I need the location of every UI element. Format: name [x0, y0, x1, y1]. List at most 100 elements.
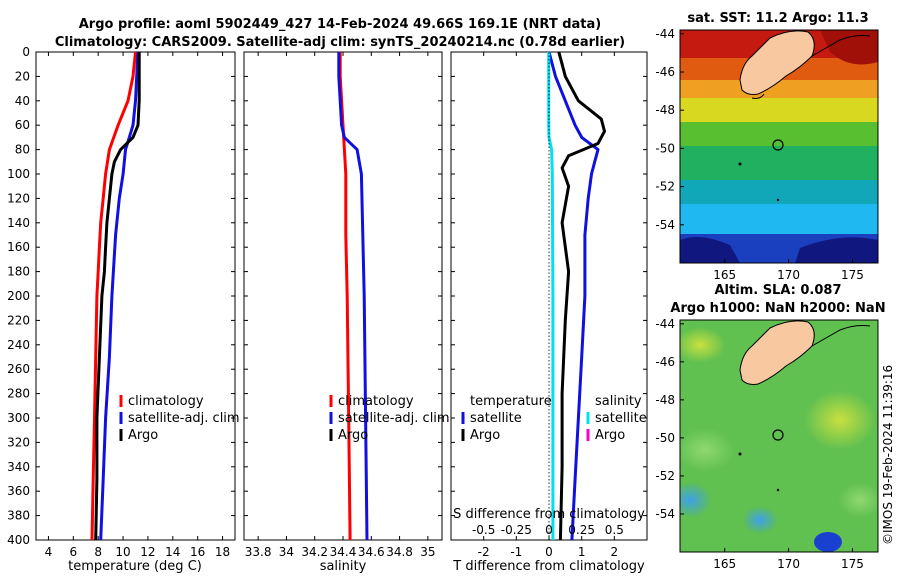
legend-s-satellite: satellite: [595, 411, 647, 426]
imos-timestamp: ©IMOS 19-Feb-2024 11:39:16: [881, 365, 895, 545]
legend-argo: Argo: [128, 428, 158, 443]
sst-band-yellow: [680, 98, 878, 122]
legend-argo: Argo: [338, 428, 368, 443]
sst-map: [680, 30, 878, 263]
sla-cool-patch: [742, 506, 778, 534]
profile-lines: [90, 51, 606, 541]
x-tick-labels: 4 6 8 10 12 14 16 18 33.8 34 34.2 34.4 34.6 34.8 35 -2-…: [45, 545, 619, 559]
title-line1: Argo profile: aoml 5902449_427 14-Feb-20…: [79, 17, 601, 32]
salinity-xlabel: salinity: [320, 559, 367, 574]
coastline: [811, 325, 871, 347]
depth-tick-label: 20: [15, 69, 30, 83]
depth-tick-label: 200: [7, 289, 30, 303]
coastline: [751, 93, 765, 99]
sst-deep-blue-patch: [795, 237, 878, 263]
salinity-legend: climatology satellite-adj. clim Argo: [329, 394, 450, 443]
s-diff-tick-label: 0.25: [568, 523, 595, 537]
s-diff-tick-label: 0: [545, 523, 553, 537]
sla-warm-patch: [680, 327, 726, 363]
x-tick-label: 4: [45, 545, 53, 559]
difference-top-label: S difference from climatology: [453, 507, 645, 522]
depth-tick-label: 0: [22, 45, 30, 59]
map-ytick-label: -52: [655, 469, 675, 483]
sst-red-patch: [820, 30, 878, 65]
map-xtick-label: 175: [841, 557, 864, 571]
sst-band-lime: [680, 122, 878, 146]
sla-map: [680, 320, 878, 552]
x-tick-label: 34.6: [358, 545, 385, 559]
legend-salinity-title: salinity: [595, 394, 642, 409]
x-tick-label: 34.4: [330, 545, 357, 559]
series-line-argo: [94, 52, 141, 541]
sla-cool-patch: [680, 482, 712, 518]
sla-map-ticks: 165 170 175 -44 -46 -48 -50 -52 -54: [655, 317, 864, 571]
depth-tick-label: 60: [15, 118, 30, 132]
legend-satellite: satellite-adj. clim: [338, 411, 450, 426]
depth-tick-label: 40: [15, 94, 30, 108]
s-diff-tick-label: 0.5: [605, 523, 624, 537]
argo-float-marker: [772, 139, 784, 151]
sst-map-frame: [679, 29, 879, 264]
axis-ticks: [36, 51, 647, 541]
sst-band-green: [680, 146, 878, 180]
s-diff-tick-label: -0.5: [472, 523, 495, 537]
temperature-axes: [35, 51, 236, 541]
sla-warm-patch: [804, 390, 876, 450]
map-ytick-label: -46: [655, 65, 675, 79]
x-tick-label: 33.8: [245, 545, 272, 559]
x-tick-label: 6: [69, 545, 77, 559]
difference-xlabel: T difference from climatology: [452, 559, 645, 574]
x-tick-label: 34: [279, 545, 294, 559]
depth-tick-labels: 0 20 40 60 80 100 120 140 160 180 200 220 240 260 280 3…: [7, 45, 30, 547]
s-diff-tick-label: -0.25: [501, 523, 532, 537]
depth-tick-label: 320: [7, 435, 30, 449]
depth-tick-label: 380: [7, 509, 30, 523]
x-tick-label: -1: [510, 545, 522, 559]
depth-tick-label: 240: [7, 338, 30, 352]
sst-map-title: sat. SST: 11.2 Argo: 11.3: [687, 11, 868, 26]
depth-tick-label: 360: [7, 484, 30, 498]
map-ytick-label: -46: [655, 355, 675, 369]
island: [776, 198, 780, 202]
island: [738, 162, 742, 166]
map-xtick-label: 175: [841, 268, 864, 282]
x-tick-label: 16: [190, 545, 205, 559]
depth-tick-label: 280: [7, 387, 30, 401]
depth-tick-label: 80: [15, 143, 30, 157]
x-tick-label: 34.2: [301, 545, 328, 559]
x-tick-label: 35: [420, 545, 435, 559]
legend-s-argo: Argo: [595, 428, 625, 443]
sst-band-amber: [680, 80, 878, 98]
island: [738, 452, 742, 456]
sla-map-title-2: Argo h1000: NaN h2000: NaN: [670, 301, 885, 316]
series-line-t-argo: [557, 51, 606, 541]
map-xtick-label: 165: [713, 268, 736, 282]
argo-float-marker: [772, 429, 784, 441]
map-ytick-label: -44: [655, 27, 675, 41]
island: [776, 488, 780, 492]
s-difference-ticks: -0.5 -0.25 0 0.25 0.5: [472, 523, 624, 537]
x-tick-label: 2: [611, 545, 619, 559]
depth-tick-label: 120: [7, 191, 30, 205]
temperature-legend: climatology satellite-adj. clim Argo: [119, 394, 240, 443]
legend-t-argo: Argo: [470, 428, 500, 443]
map-ytick-label: -50: [655, 431, 675, 445]
x-tick-label: 1: [578, 545, 586, 559]
map-ytick-label: -54: [655, 218, 675, 232]
legend-t-satellite: satellite: [470, 411, 522, 426]
legend-temperature-title: temperature: [470, 394, 552, 409]
x-tick-label: 18: [215, 545, 230, 559]
map-ytick-label: -48: [655, 393, 675, 407]
difference-legend: temperature satellite Argo salinity sate…: [461, 394, 647, 443]
legend-climatology: climatology: [338, 394, 414, 409]
legend-satellite: satellite-adj. clim: [128, 411, 240, 426]
map-xtick-label: 170: [777, 557, 800, 571]
sst-deep-blue-patch: [680, 236, 740, 263]
depth-tick-label: 100: [7, 167, 30, 181]
x-tick-label: 34.8: [386, 545, 413, 559]
sla-cool-patch: [814, 532, 842, 552]
map-ytick-label: -44: [655, 317, 675, 331]
series-line-s-satellite: [547, 52, 555, 540]
sla-warm-patch: [838, 482, 878, 518]
